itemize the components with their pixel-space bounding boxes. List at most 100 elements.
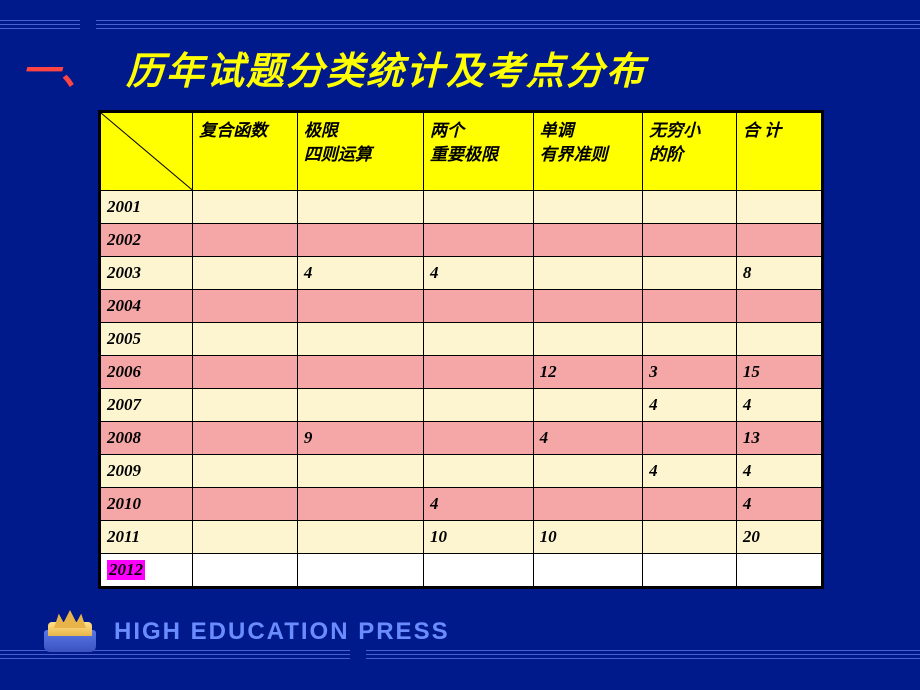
data-cell: 4 bbox=[533, 422, 643, 455]
data-cell bbox=[533, 257, 643, 290]
data-cell bbox=[193, 521, 298, 554]
data-cell bbox=[423, 554, 533, 587]
data-cell bbox=[533, 488, 643, 521]
table-row: 2012 bbox=[101, 554, 822, 587]
data-cell bbox=[193, 488, 298, 521]
year-cell: 2005 bbox=[101, 323, 193, 356]
footer: HIGH EDUCATION PRESS bbox=[40, 610, 450, 654]
table-row: 2008 9 4 13 bbox=[101, 422, 822, 455]
table-header-cell: 单调有界准则 bbox=[533, 113, 643, 191]
data-cell bbox=[193, 554, 298, 587]
data-cell bbox=[736, 224, 821, 257]
data-cell bbox=[736, 323, 821, 356]
deco-lines-top bbox=[0, 20, 920, 32]
data-cell bbox=[193, 323, 298, 356]
data-cell: 8 bbox=[736, 257, 821, 290]
year-cell: 2009 bbox=[101, 455, 193, 488]
data-cell bbox=[533, 224, 643, 257]
data-cell bbox=[643, 488, 737, 521]
data-cell: 10 bbox=[423, 521, 533, 554]
table-header-cell: 复合函数 bbox=[193, 113, 298, 191]
data-cell: 15 bbox=[736, 356, 821, 389]
year-cell: 2001 bbox=[101, 191, 193, 224]
data-cell bbox=[643, 224, 737, 257]
table-row: 2002 bbox=[101, 224, 822, 257]
data-cell bbox=[533, 191, 643, 224]
data-cell bbox=[297, 455, 423, 488]
data-cell bbox=[423, 290, 533, 323]
year-cell: 2004 bbox=[101, 290, 193, 323]
table-row: 2011 1010 20 bbox=[101, 521, 822, 554]
data-cell bbox=[193, 422, 298, 455]
table-row: 2003448 bbox=[101, 257, 822, 290]
year-cell: 2003 bbox=[101, 257, 193, 290]
data-cell bbox=[423, 224, 533, 257]
data-cell bbox=[736, 191, 821, 224]
press-logo-icon bbox=[40, 610, 100, 654]
data-cell bbox=[297, 290, 423, 323]
data-cell: 13 bbox=[736, 422, 821, 455]
data-cell bbox=[423, 389, 533, 422]
data-cell: 4 bbox=[736, 455, 821, 488]
data-cell bbox=[297, 488, 423, 521]
year-cell: 2002 bbox=[101, 224, 193, 257]
year-cell: 2007 bbox=[101, 389, 193, 422]
data-cell bbox=[297, 224, 423, 257]
year-cell: 2008 bbox=[101, 422, 193, 455]
data-cell bbox=[643, 290, 737, 323]
data-cell: 9 bbox=[297, 422, 423, 455]
data-cell: 4 bbox=[736, 389, 821, 422]
table-row: 2007 44 bbox=[101, 389, 822, 422]
data-cell bbox=[193, 191, 298, 224]
data-cell: 3 bbox=[643, 356, 737, 389]
table-row: 2005 bbox=[101, 323, 822, 356]
title-text: 历年试题分类统计及考点分布 bbox=[126, 40, 646, 95]
data-cell bbox=[643, 521, 737, 554]
data-cell bbox=[297, 191, 423, 224]
data-cell bbox=[643, 257, 737, 290]
data-cell bbox=[193, 290, 298, 323]
data-cell bbox=[297, 323, 423, 356]
data-cell bbox=[533, 323, 643, 356]
data-cell bbox=[533, 389, 643, 422]
data-cell bbox=[643, 191, 737, 224]
year-cell: 2011 bbox=[101, 521, 193, 554]
slide-title: 一、 历年试题分类统计及考点分布 bbox=[22, 40, 646, 95]
data-cell bbox=[533, 290, 643, 323]
data-cell bbox=[423, 356, 533, 389]
table-header-cell: 无穷小的阶 bbox=[643, 113, 737, 191]
data-cell bbox=[736, 290, 821, 323]
data-cell bbox=[423, 455, 533, 488]
data-cell: 4 bbox=[423, 488, 533, 521]
stats-table: 复合函数极限四则运算两个重要极限单调有界准则无穷小的阶合 计 200120022… bbox=[98, 110, 824, 589]
data-cell bbox=[423, 323, 533, 356]
table-header-cell bbox=[101, 113, 193, 191]
table-row: 2004 bbox=[101, 290, 822, 323]
data-cell bbox=[643, 554, 737, 587]
table-header-cell: 极限四则运算 bbox=[297, 113, 423, 191]
table-header-row: 复合函数极限四则运算两个重要极限单调有界准则无穷小的阶合 计 bbox=[101, 113, 822, 191]
table-row: 2010 4 4 bbox=[101, 488, 822, 521]
brand-text: HIGH EDUCATION PRESS bbox=[114, 618, 450, 646]
data-cell: 20 bbox=[736, 521, 821, 554]
data-cell: 4 bbox=[643, 389, 737, 422]
data-cell bbox=[423, 191, 533, 224]
table-header-cell: 合 计 bbox=[736, 113, 821, 191]
data-cell bbox=[297, 554, 423, 587]
data-cell bbox=[297, 521, 423, 554]
data-cell: 4 bbox=[736, 488, 821, 521]
data-cell bbox=[297, 389, 423, 422]
data-cell bbox=[643, 323, 737, 356]
table-row: 2001 bbox=[101, 191, 822, 224]
data-cell bbox=[297, 356, 423, 389]
data-cell bbox=[643, 422, 737, 455]
data-cell bbox=[193, 257, 298, 290]
table-row: 2009 44 bbox=[101, 455, 822, 488]
data-cell bbox=[193, 389, 298, 422]
data-cell bbox=[193, 224, 298, 257]
year-cell: 2010 bbox=[101, 488, 193, 521]
data-cell: 10 bbox=[533, 521, 643, 554]
data-cell: 4 bbox=[643, 455, 737, 488]
data-cell bbox=[533, 455, 643, 488]
data-cell bbox=[736, 554, 821, 587]
